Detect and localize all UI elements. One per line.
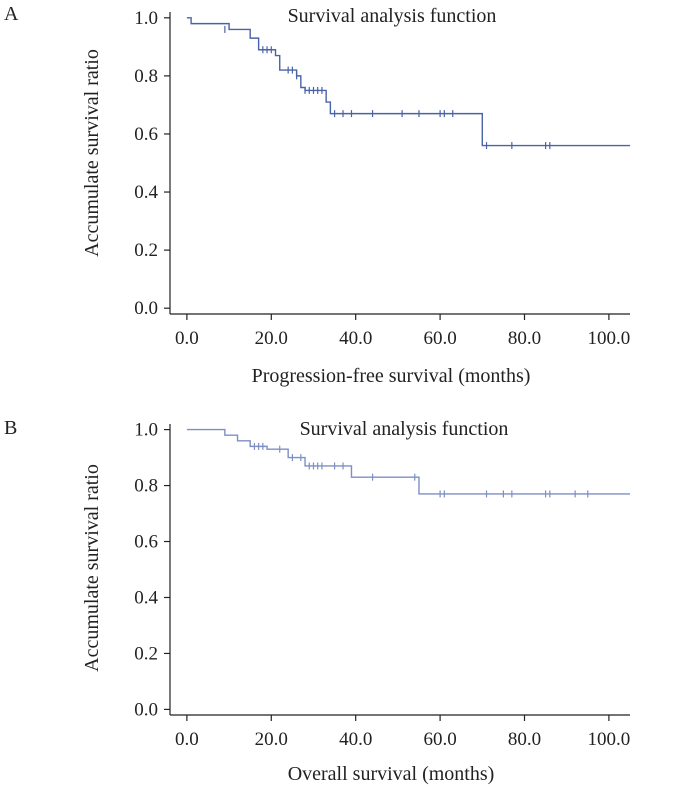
- plot-area-a: [186, 17, 630, 150]
- y-tick-label-a: 0.2: [134, 240, 158, 261]
- y-tick-label-a: 0.8: [134, 66, 158, 87]
- x-tick-label-a: 80.0: [508, 328, 541, 349]
- y-tick-label-b: 0.6: [134, 532, 158, 553]
- x-tick-label-a: 40.0: [339, 328, 372, 349]
- y-tick-label-b: 0.8: [134, 476, 158, 497]
- x-axis-label-a: Progression-free survival (months): [252, 365, 531, 387]
- y-tick-label-a: 0.6: [134, 124, 158, 145]
- y-tick-label-b: 0.4: [134, 587, 158, 608]
- panel-letter-b: B: [4, 417, 17, 439]
- x-tick-label-b: 100.0: [588, 729, 631, 750]
- x-tick-label-a: 0.0: [175, 328, 199, 349]
- y-axis-label-b: Accumulate survival ratio: [81, 464, 103, 672]
- x-tick-label-a: 60.0: [423, 328, 456, 349]
- x-tick-label-b: 60.0: [423, 729, 456, 750]
- panel-a: A Survival analysis function Progression…: [4, 3, 630, 387]
- y-axis-label-a: Accumulate survival ratio: [81, 49, 103, 257]
- y-tick-label-a: 1.0: [134, 8, 158, 29]
- x-tick-label-a: 20.0: [255, 328, 288, 349]
- survival-curve-b: [186, 428, 630, 495]
- y-tick-label-a: 0.4: [134, 182, 158, 203]
- x-axis-label-b: Overall survival (months): [288, 763, 495, 785]
- axes-a: 0.0 0.2 0.4 0.6 0.8 1.0 0.0 20.0 40.0 60.0 80.0 100…: [134, 8, 630, 349]
- y-tick-label-b: 0.0: [134, 699, 158, 720]
- chart-title-b: Survival analysis function: [300, 418, 509, 440]
- y-tick-label-b: 1.0: [134, 420, 158, 441]
- axes-b: 0.0 0.2 0.4 0.6 0.8 1.0 0.0 20.0 40.0 60.0 80.0 100…: [134, 420, 630, 750]
- x-tick-label-b: 0.0: [175, 729, 199, 750]
- panel-b: B Survival analysis function Overall sur…: [4, 417, 630, 785]
- x-tick-label-b: 40.0: [339, 729, 372, 750]
- panel-letter-a: A: [4, 3, 19, 25]
- y-tick-label-b: 0.2: [134, 643, 158, 664]
- y-tick-label-a: 0.0: [134, 298, 158, 319]
- x-tick-label-b: 80.0: [508, 729, 541, 750]
- chart-title-a: Survival analysis function: [288, 5, 497, 27]
- survival-curve-a: [186, 17, 630, 147]
- x-tick-label-a: 100.0: [588, 328, 631, 349]
- plot-area-b: [186, 428, 630, 498]
- x-tick-label-b: 20.0: [255, 729, 288, 750]
